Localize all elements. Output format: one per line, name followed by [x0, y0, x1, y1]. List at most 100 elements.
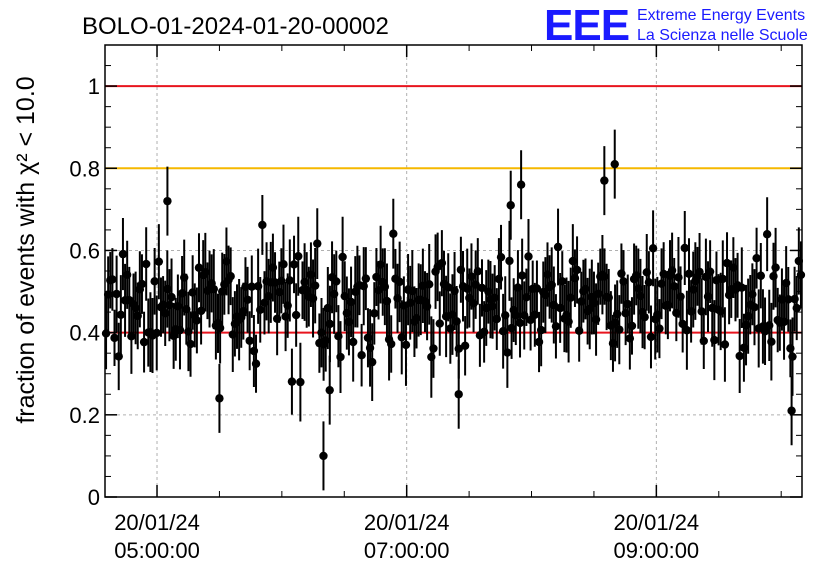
data-point — [397, 300, 406, 375]
data-point — [215, 363, 224, 433]
data-point — [256, 276, 265, 343]
point-marker — [699, 336, 708, 346]
point-marker — [226, 272, 235, 281]
data-point — [401, 303, 411, 386]
logo-mark: EEE — [544, 1, 629, 50]
data-point — [209, 249, 218, 330]
data-point — [150, 247, 159, 315]
point-marker — [247, 282, 256, 291]
point-marker — [610, 159, 619, 169]
point-marker — [760, 327, 770, 336]
point-marker — [516, 180, 526, 189]
data-point — [152, 295, 161, 371]
point-marker — [310, 281, 320, 290]
data-point — [710, 300, 719, 381]
point-marker — [722, 258, 732, 268]
point-marker — [553, 242, 563, 252]
point-marker — [152, 328, 161, 338]
point-marker — [370, 309, 379, 318]
data-point — [139, 311, 149, 373]
data-point — [251, 334, 261, 393]
logo-line-1: Extreme Energy Events — [637, 7, 805, 24]
point-marker — [655, 324, 664, 333]
data-point — [425, 244, 434, 325]
point-marker — [215, 394, 224, 403]
y-tick-label: 0.2 — [69, 403, 100, 428]
y-tick-label: 0.4 — [69, 321, 100, 346]
data-point — [735, 318, 744, 394]
point-marker — [110, 333, 119, 343]
y-tick-label: 1 — [88, 74, 100, 99]
point-marker — [796, 270, 806, 280]
point-marker — [460, 341, 470, 350]
y-axis-label: fraction of events with χ² < 10.0 — [12, 76, 40, 423]
data-point — [615, 295, 624, 365]
point-marker — [572, 265, 582, 275]
point-marker — [623, 299, 632, 309]
data-point — [226, 247, 235, 306]
data-point — [640, 285, 649, 350]
data-point — [137, 254, 147, 314]
data-point — [516, 150, 526, 220]
data-point — [367, 323, 377, 401]
point-marker — [600, 176, 609, 185]
point-marker — [163, 196, 172, 206]
data-point — [536, 293, 546, 367]
data-point — [167, 258, 176, 336]
point-marker — [139, 337, 149, 347]
data-point — [108, 248, 117, 311]
point-marker — [194, 263, 204, 272]
point-marker — [150, 277, 159, 286]
point-marker — [285, 276, 295, 285]
point-marker — [503, 348, 512, 357]
data-point — [460, 316, 470, 376]
point-marker — [784, 295, 793, 304]
data-point — [296, 342, 305, 422]
point-marker — [141, 259, 151, 269]
x-tick-date: 20/01/24 — [114, 510, 200, 535]
point-marker — [659, 269, 668, 279]
point-marker — [245, 336, 254, 345]
point-marker — [243, 295, 252, 304]
point-marker — [524, 252, 533, 261]
point-marker — [319, 451, 328, 461]
data-point — [294, 216, 303, 296]
point-marker — [167, 292, 176, 302]
data-point — [118, 218, 128, 291]
data-point — [285, 239, 295, 322]
point-marker — [767, 337, 776, 346]
data-point — [338, 216, 347, 298]
point-marker — [644, 278, 654, 287]
data-point — [154, 224, 164, 300]
data-point — [752, 227, 761, 289]
point-marker — [108, 275, 117, 284]
point-marker — [357, 350, 366, 360]
data-point — [623, 274, 632, 334]
point-marker — [401, 340, 411, 350]
point-marker — [294, 252, 303, 261]
point-marker — [750, 302, 759, 312]
data-point — [361, 247, 371, 311]
point-marker — [522, 293, 531, 302]
y-tick-label: 0.8 — [69, 156, 100, 181]
data-point — [163, 166, 172, 236]
data-point — [389, 198, 398, 269]
point-marker — [515, 318, 525, 328]
point-marker — [397, 333, 406, 342]
data-point — [722, 232, 732, 294]
point-marker — [710, 335, 719, 345]
data-point — [110, 309, 119, 367]
point-marker — [496, 252, 506, 262]
data-point — [506, 170, 515, 240]
data-point — [659, 242, 668, 306]
point-marker — [735, 351, 744, 361]
data-point — [680, 211, 689, 285]
data-point — [279, 224, 288, 304]
y-tick-label: 0 — [88, 485, 100, 510]
data-point — [310, 247, 320, 324]
x-tick-time: 07:00:00 — [364, 538, 450, 563]
point-marker — [720, 340, 730, 349]
point-marker — [186, 339, 195, 349]
data-point — [192, 287, 202, 354]
